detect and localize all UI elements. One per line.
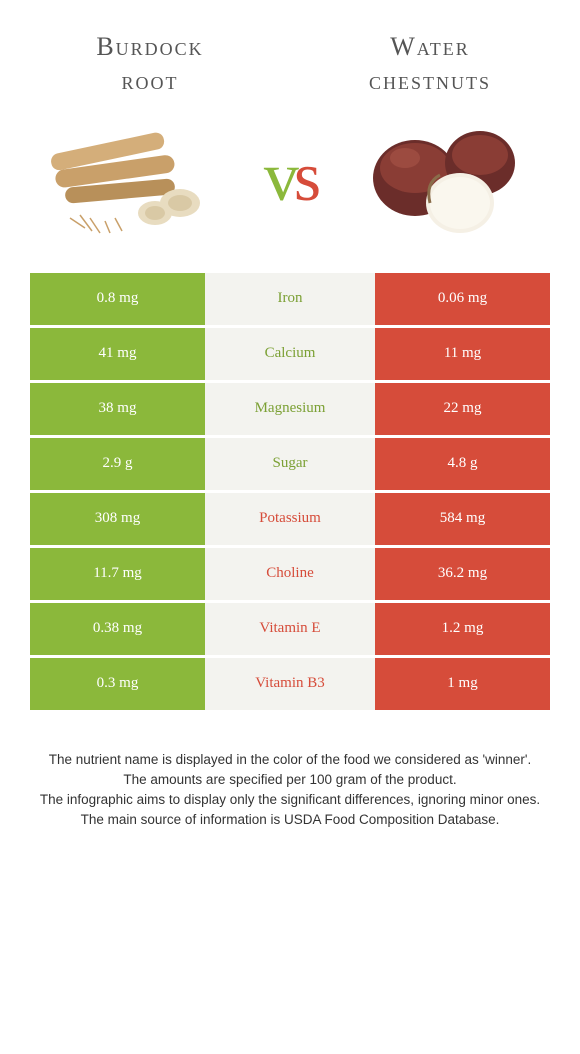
left-value: 41 mg bbox=[30, 328, 205, 380]
right-food-line2: chestnuts bbox=[369, 66, 491, 95]
right-food-line1: Water bbox=[390, 32, 470, 61]
vs-label: vs bbox=[264, 138, 316, 218]
footnote-line: The infographic aims to display only the… bbox=[30, 790, 550, 810]
footnote-line: The main source of information is USDA F… bbox=[30, 810, 550, 830]
table-row: 308 mgPotassium584 mg bbox=[30, 493, 550, 545]
right-value: 0.06 mg bbox=[375, 273, 550, 325]
left-value: 2.9 g bbox=[30, 438, 205, 490]
vs-s: s bbox=[294, 139, 316, 216]
right-value: 11 mg bbox=[375, 328, 550, 380]
nutrient-label: Vitamin B3 bbox=[205, 658, 375, 710]
nutrient-table: 0.8 mgIron0.06 mg41 mgCalcium11 mg38 mgM… bbox=[30, 273, 550, 710]
left-food-line1: Burdock bbox=[96, 32, 203, 61]
left-food-image bbox=[40, 113, 220, 243]
table-row: 2.9 gSugar4.8 g bbox=[30, 438, 550, 490]
nutrient-label: Vitamin E bbox=[205, 603, 375, 655]
footnote-line: The nutrient name is displayed in the co… bbox=[30, 750, 550, 770]
nutrient-label: Calcium bbox=[205, 328, 375, 380]
left-food-line2: root bbox=[122, 66, 179, 95]
table-row: 0.3 mgVitamin B31 mg bbox=[30, 658, 550, 710]
right-value: 4.8 g bbox=[375, 438, 550, 490]
table-row: 38 mgMagnesium22 mg bbox=[30, 383, 550, 435]
nutrient-label: Magnesium bbox=[205, 383, 375, 435]
nutrient-label: Choline bbox=[205, 548, 375, 600]
vs-v: v bbox=[264, 139, 294, 216]
water-chestnut-icon bbox=[360, 113, 540, 243]
images-row: vs bbox=[20, 98, 560, 273]
right-value: 1.2 mg bbox=[375, 603, 550, 655]
left-value: 0.8 mg bbox=[30, 273, 205, 325]
table-row: 41 mgCalcium11 mg bbox=[30, 328, 550, 380]
right-value: 584 mg bbox=[375, 493, 550, 545]
right-value: 1 mg bbox=[375, 658, 550, 710]
footnotes: The nutrient name is displayed in the co… bbox=[20, 750, 560, 831]
nutrient-label: Iron bbox=[205, 273, 375, 325]
table-row: 11.7 mgCholine36.2 mg bbox=[30, 548, 550, 600]
burdock-root-icon bbox=[40, 113, 220, 243]
table-row: 0.8 mgIron0.06 mg bbox=[30, 273, 550, 325]
table-row: 0.38 mgVitamin E1.2 mg bbox=[30, 603, 550, 655]
nutrient-label: Potassium bbox=[205, 493, 375, 545]
left-value: 0.3 mg bbox=[30, 658, 205, 710]
left-value: 11.7 mg bbox=[30, 548, 205, 600]
left-value: 38 mg bbox=[30, 383, 205, 435]
left-food-title: Burdock root bbox=[50, 30, 250, 98]
left-value: 308 mg bbox=[30, 493, 205, 545]
right-food-title: Water chestnuts bbox=[330, 30, 530, 98]
left-value: 0.38 mg bbox=[30, 603, 205, 655]
right-food-image bbox=[360, 113, 540, 243]
footnote-line: The amounts are specified per 100 gram o… bbox=[30, 770, 550, 790]
header: Burdock root Water chestnuts bbox=[20, 30, 560, 98]
right-value: 22 mg bbox=[375, 383, 550, 435]
right-value: 36.2 mg bbox=[375, 548, 550, 600]
nutrient-label: Sugar bbox=[205, 438, 375, 490]
